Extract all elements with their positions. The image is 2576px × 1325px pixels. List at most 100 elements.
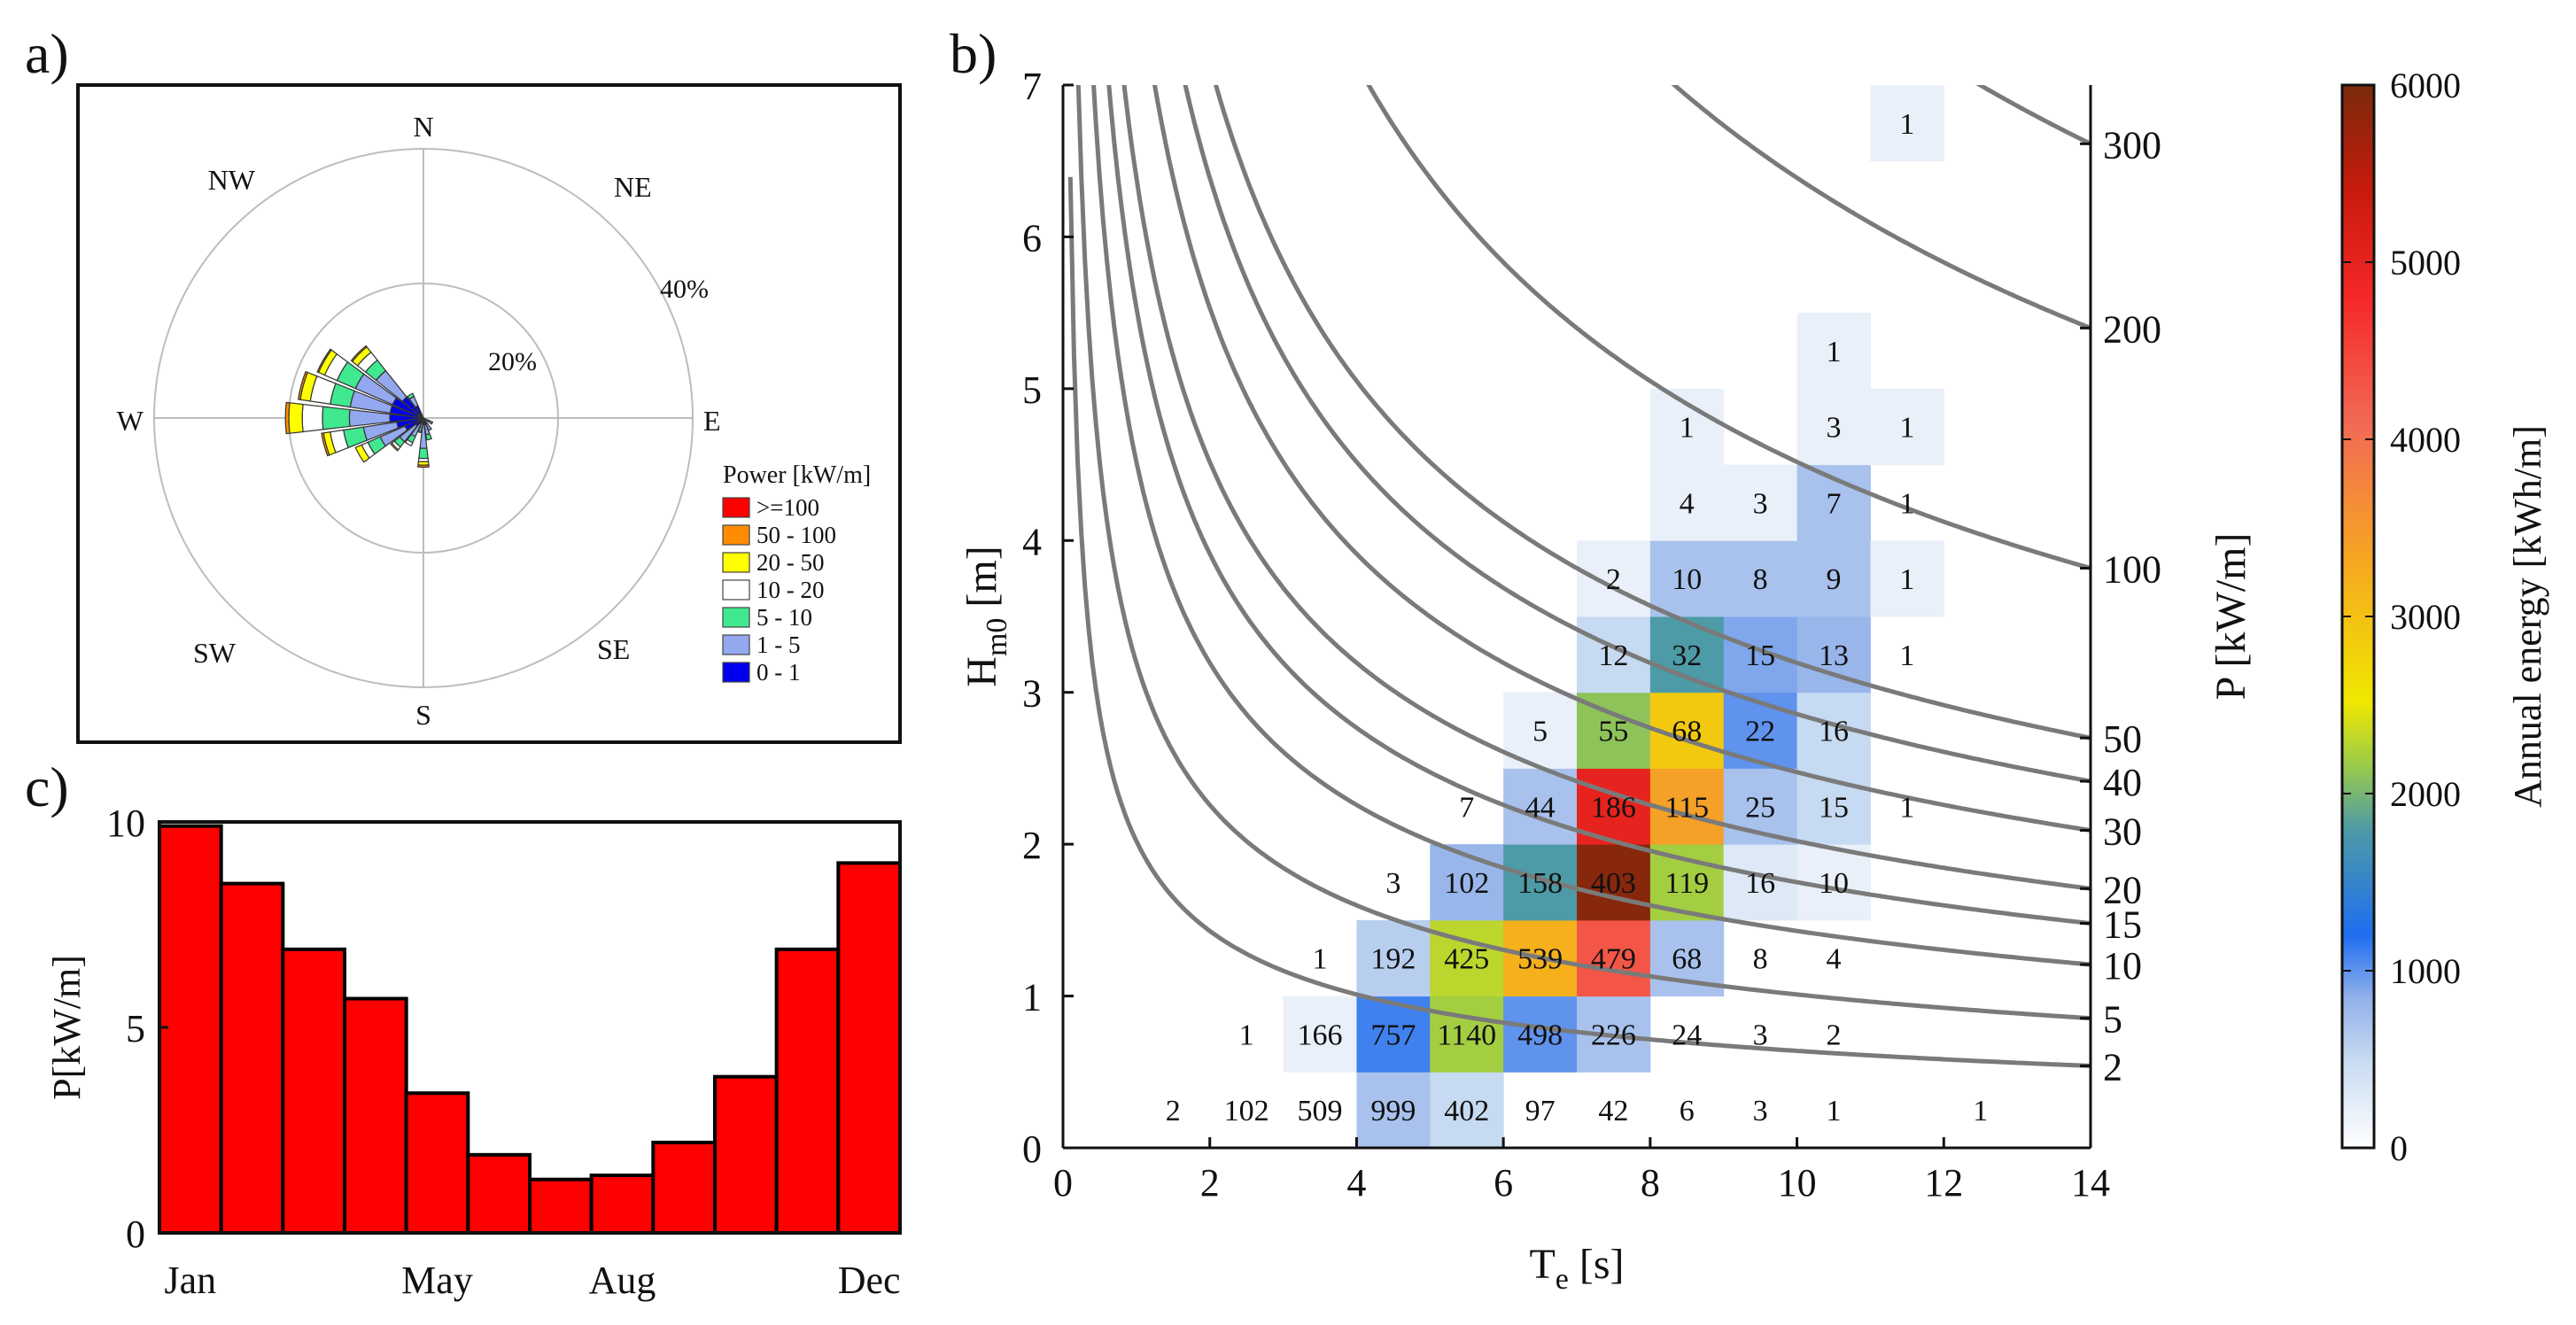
bar-apr: [343, 996, 408, 1236]
isoline-label-20: 20: [2103, 868, 2142, 911]
heat-cell-7-7: [1577, 540, 1651, 617]
heat-ytick-label-0: 0: [1022, 1127, 1042, 1171]
heatmap-cell-labels: 2 102 509 999 402 97 42 6 3 1 11 166 757 1140 498 226 24…: [1166, 108, 1988, 1127]
rose-tick-40: 40%: [660, 275, 709, 304]
isoline-15: [1106, 85, 2091, 926]
cb-tick-label-3000: 3000: [2390, 597, 2461, 637]
scatter-table-panel: 2 102 509 999 402 97 42 6 3 1 11 166 757 1140 498 226 24…: [958, 65, 2254, 1296]
bar-mar: [281, 947, 347, 1235]
heat-cell-8-7: [1649, 540, 1725, 617]
power-axis-label: P [kW/m]: [2207, 533, 2254, 701]
heat-cell-label-8-6: 32: [1672, 639, 1702, 672]
bar-chart-ylabel: P[kW/m]: [45, 955, 89, 1100]
rose-direction-n: N: [413, 111, 433, 143]
heat-cell-label-8-3: 119: [1664, 867, 1709, 900]
heat-ytick-label-2: 2: [1022, 824, 1042, 867]
panel-label-a: a): [25, 22, 69, 85]
heat-ytick-label-4: 4: [1022, 520, 1042, 563]
cb-tick-label-5000: 5000: [2390, 243, 2461, 283]
heat-cell-label-7-1: 226: [1591, 1019, 1636, 1051]
heat-ytick-label-6: 6: [1022, 216, 1042, 260]
cb-tick-label-4000: 4000: [2390, 420, 2461, 460]
heat-cell-9-8: [1723, 464, 1798, 541]
heat-cell-label-8-4: 115: [1664, 791, 1709, 824]
heat-cell-label-11-8: 1: [1899, 487, 1914, 520]
cb-tick-label-6000: 6000: [2390, 66, 2461, 105]
heat-cell-label-7-3: 403: [1591, 867, 1636, 900]
legend-swatch-0: [722, 497, 750, 518]
heat-cell-9-7: [1723, 540, 1798, 617]
heatmap-ylabel: Hm0 [m]: [958, 546, 1013, 686]
heat-cell-label-9-4: 25: [1745, 791, 1775, 824]
heat-cell-label-9-5: 22: [1745, 716, 1775, 748]
heat-cell-6-4: [1503, 768, 1578, 845]
heat-cell-label-10-0: 1: [1827, 1095, 1842, 1127]
heat-cell-label-9-1: 3: [1753, 1019, 1768, 1051]
heatmap-cells: [1283, 85, 1944, 1149]
isoline-200: [1671, 85, 2091, 330]
bar-xtick-label-dec: Dec: [838, 1259, 901, 1302]
heat-cell-7-6: [1577, 616, 1651, 693]
rose-segment-210-3: [404, 438, 414, 447]
bar-jan: [158, 824, 223, 1235]
colorbar: 0 1000 2000 3000 4000 5000 6000 Annual energy …: [2340, 66, 2549, 1168]
rose-direction-s: S: [415, 699, 431, 731]
heat-cell-6-1: [1503, 996, 1578, 1073]
heat-cell-11-7: [1870, 540, 1944, 617]
heat-cell-label-8-9: 1: [1680, 412, 1695, 445]
isoline-label-200: 200: [2103, 307, 2161, 351]
heat-cell-6-3: [1503, 844, 1578, 921]
bar-ytick-label-5: 5: [126, 1007, 145, 1050]
heat-cell-label-11-4: 1: [1899, 791, 1914, 824]
isoline-label-2: 2: [2103, 1045, 2122, 1089]
cb-tick-label-1000: 1000: [2390, 951, 2461, 991]
isoline-20: [1121, 85, 2091, 891]
heat-cell-label-9-7: 8: [1753, 563, 1768, 596]
heat-cell-label-5-1: 1140: [1437, 1019, 1496, 1051]
heat-cell-label-5-3: 102: [1444, 867, 1489, 900]
isoline-2: [1067, 176, 2091, 1068]
isoline-50: [1213, 85, 2091, 740]
heat-cell-8-6: [1649, 616, 1725, 693]
legend-label-0: >=100: [757, 494, 819, 521]
heat-cell-label-4-1: 757: [1370, 1019, 1416, 1051]
heat-cell-label-11-7: 1: [1899, 563, 1914, 596]
heat-cell-4-0: [1356, 1072, 1431, 1149]
heat-cell-label-7-7: 2: [1606, 563, 1621, 596]
isoline-10: [1091, 85, 2091, 967]
rose-segment-270-4: [288, 402, 304, 434]
heat-cell-9-6: [1723, 616, 1798, 693]
heat-cell-label-9-2: 8: [1753, 943, 1768, 976]
legend-label-6: 0 - 1: [757, 659, 801, 686]
rose-segment-330-2: [407, 392, 415, 400]
heatmap-axes: 0 2 4 6 8 10 12 1401234567251015203040501002003…: [1022, 65, 2161, 1205]
isoline-label-300: 300: [2103, 123, 2161, 167]
monthly-bars: [158, 824, 902, 1236]
bar-aug: [589, 1174, 656, 1236]
heat-cell-3-1: [1283, 996, 1357, 1073]
heat-xtick-label-10: 10: [1778, 1161, 1817, 1205]
heat-cell-label-8-7: 10: [1672, 563, 1702, 596]
legend-label-2: 20 - 50: [757, 549, 825, 576]
rose-tick-20: 20%: [488, 347, 537, 376]
isoline-300: [1975, 85, 2091, 146]
legend-label-1: 50 - 100: [757, 522, 836, 548]
heat-cell-10-9: [1796, 388, 1871, 466]
heat-ytick-label-7: 7: [1022, 65, 1042, 108]
rose-direction-sw: SW: [193, 637, 237, 669]
rose-segment-180-2: [418, 447, 429, 460]
isoline-5: [1075, 85, 2091, 1021]
heat-cell-label-10-8: 7: [1827, 487, 1842, 520]
heat-cell-7-3: [1577, 844, 1651, 921]
heat-xtick-label-6: 6: [1494, 1161, 1513, 1205]
heat-cell-label-6-5: 5: [1532, 716, 1548, 748]
rose-segment-255-5: [321, 432, 330, 457]
heat-cell-label-1-0: 2: [1166, 1095, 1181, 1127]
rose-direction-nw: NW: [208, 164, 256, 196]
isoline-label-15: 15: [2103, 903, 2142, 947]
heat-cell-5-0: [1430, 1072, 1504, 1149]
bar-xtick-label-jan: Jan: [165, 1259, 217, 1302]
